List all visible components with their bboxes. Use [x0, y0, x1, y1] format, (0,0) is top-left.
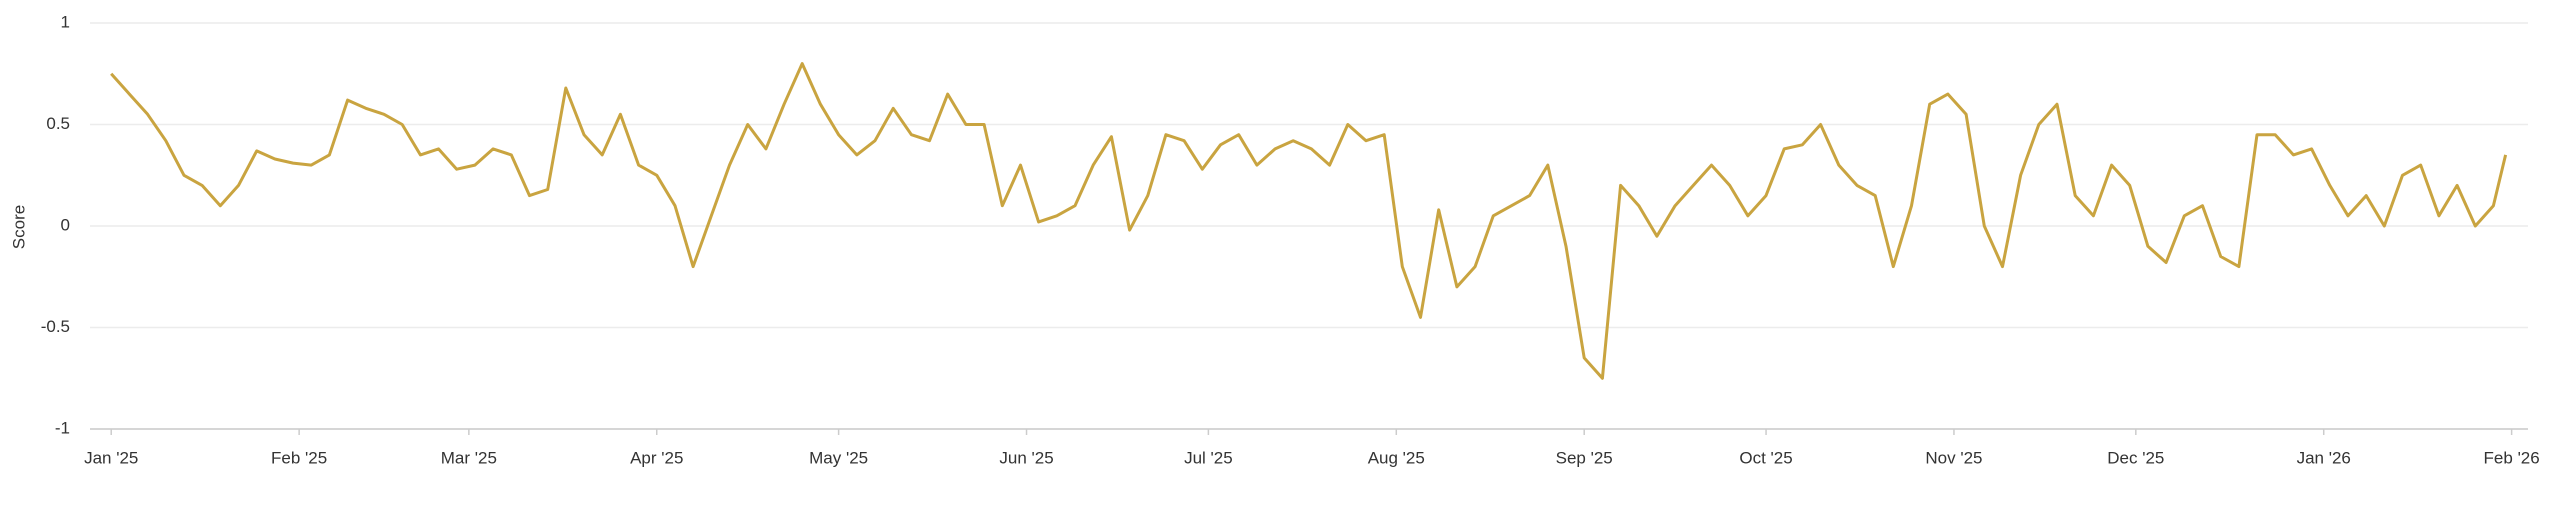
- x-tick-label: Sep '25: [1556, 448, 1613, 467]
- x-tick-label: Jul '25: [1184, 448, 1233, 467]
- y-tick-label: -0.5: [41, 317, 70, 336]
- x-tick-label: Jan '25: [84, 448, 138, 467]
- x-tick-label: Jun '25: [999, 448, 1053, 467]
- y-tick-label: 0.5: [46, 114, 70, 133]
- x-tick-label: Nov '25: [1925, 448, 1982, 467]
- x-tick-label: Dec '25: [2107, 448, 2164, 467]
- x-tick-label: Mar '25: [441, 448, 497, 467]
- x-tick-label: Feb '26: [2484, 448, 2540, 467]
- x-tick-label: Aug '25: [1368, 448, 1425, 467]
- x-tick-label: Oct '25: [1739, 448, 1792, 467]
- line: [110, 62, 2508, 380]
- y-tick-label: 1: [61, 12, 70, 31]
- x-tick-label: Feb '25: [271, 448, 327, 467]
- y-tick-label: -1: [55, 418, 70, 437]
- y-tick-label: 0: [61, 215, 70, 234]
- x-tick-label: Apr '25: [630, 448, 683, 467]
- y-axis-label: Score: [9, 205, 28, 249]
- x-tick-label: Jan '26: [2297, 448, 2351, 467]
- x-tick-label: May '25: [809, 448, 868, 467]
